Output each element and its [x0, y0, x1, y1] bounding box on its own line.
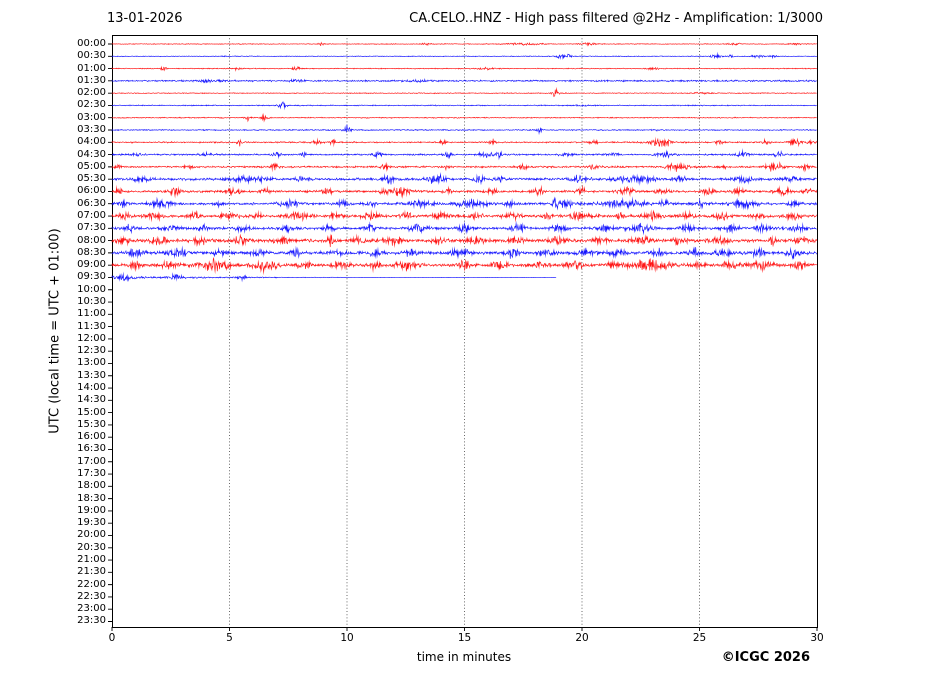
y-tick-label: 20:00 [77, 529, 106, 541]
y-tick-label: 13:00 [77, 357, 106, 369]
x-tick-label: 25 [692, 632, 707, 644]
y-tick-label: 18:30 [77, 492, 106, 504]
y-tick-label: 06:30 [77, 197, 106, 209]
y-tick-label: 23:30 [77, 615, 106, 627]
y-tick-label: 03:30 [77, 124, 106, 135]
x-tick-label: 0 [108, 632, 116, 644]
y-tick-label: 14:00 [77, 382, 106, 394]
copyright-text: ©ICGC 2026 [721, 650, 810, 665]
x-tick-label: 20 [575, 632, 589, 644]
y-tick-label: 18:00 [77, 480, 106, 492]
y-tick-label: 16:30 [77, 443, 106, 455]
y-tick-label: 00:30 [77, 50, 106, 62]
y-tick-label: 15:00 [77, 406, 106, 418]
y-tick-label: 03:00 [77, 111, 106, 123]
y-tick-label: 11:00 [77, 308, 106, 320]
y-tick-label: 00:00 [77, 38, 106, 49]
y-tick-label: 01:00 [77, 62, 106, 74]
y-tick-label: 19:30 [77, 517, 106, 529]
x-tick-label: 30 [810, 632, 824, 644]
y-tick-label: 17:30 [77, 468, 106, 480]
y-tick-label: 12:30 [77, 345, 106, 357]
y-tick-label: 12:00 [77, 332, 106, 344]
y-tick-label: 20:30 [77, 541, 106, 553]
y-tick-label: 11:30 [77, 320, 106, 332]
y-tick-label: 05:30 [77, 173, 106, 185]
y-tick-label: 07:00 [77, 210, 106, 222]
y-tick-label: 17:00 [77, 455, 106, 467]
y-tick-label: 15:30 [77, 418, 106, 430]
y-tick-label: 16:00 [77, 431, 106, 443]
y-tick-label: 10:00 [77, 283, 106, 295]
x-tick-label: 15 [457, 632, 472, 644]
y-axis-label: UTC (local time = UTC + 01:00) [47, 228, 63, 434]
y-tick-label: 08:00 [77, 234, 106, 246]
x-tick-label: 10 [340, 632, 354, 644]
y-tick-label: 10:30 [77, 296, 106, 308]
date-title: 13-01-2026 [107, 11, 183, 26]
y-tick-label: 08:30 [77, 246, 106, 258]
y-tick-label: 14:30 [77, 394, 106, 406]
y-tick-label: 02:00 [77, 87, 106, 99]
y-tick-label: 01:30 [77, 74, 106, 86]
y-tick-label: 06:00 [77, 185, 106, 197]
y-tick-label: 13:30 [77, 369, 106, 381]
y-tick-label: 07:30 [77, 222, 106, 234]
y-tick-label: 05:00 [77, 160, 106, 172]
y-tick-label: 19:00 [77, 504, 106, 516]
y-tick-label: 23:00 [77, 603, 106, 615]
y-tick-label: 04:30 [77, 148, 106, 160]
y-tick-label: 21:30 [77, 566, 106, 578]
plot-title: CA.CELO..HNZ - High pass filtered @2Hz -… [409, 11, 823, 26]
y-tick-label: 22:00 [77, 578, 106, 590]
y-tick-label: 09:00 [77, 259, 106, 271]
y-tick-label: 04:00 [77, 136, 106, 148]
y-tick-label: 09:30 [77, 271, 106, 283]
y-tick-label: 21:00 [77, 554, 106, 566]
x-axis-label: time in minutes [416, 650, 512, 664]
y-tick-label: 22:30 [77, 590, 106, 602]
x-tick-label: 5 [226, 632, 233, 644]
y-tick-label: 02:30 [77, 99, 106, 111]
